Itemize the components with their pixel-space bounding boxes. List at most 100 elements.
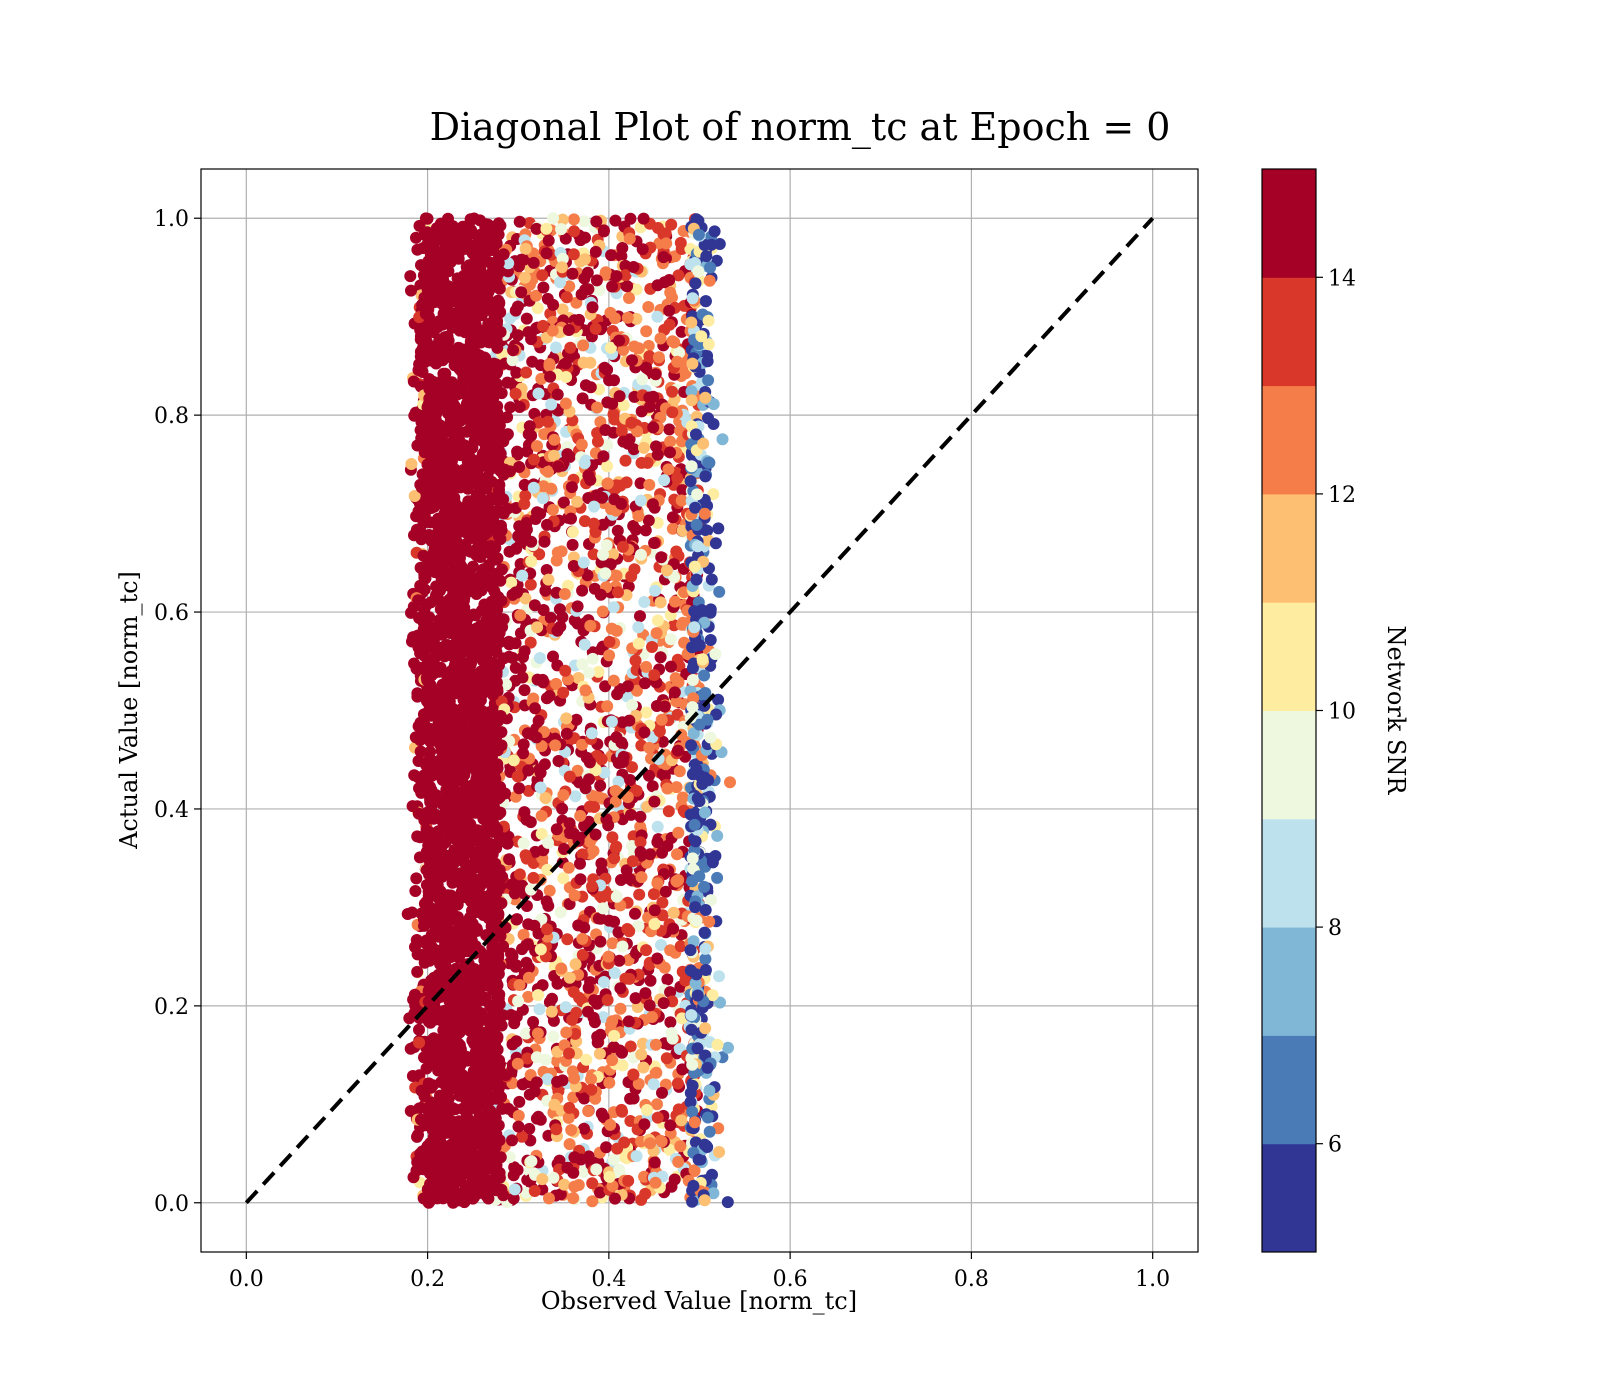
scatter-point <box>550 677 563 690</box>
scatter-point <box>537 319 549 332</box>
scatter-point <box>623 972 636 985</box>
scatter-point <box>509 304 522 317</box>
scatter-point <box>661 973 674 986</box>
scatter-point <box>674 940 687 953</box>
scatter-point <box>556 213 569 226</box>
scatter-point <box>534 359 547 372</box>
scatter-point <box>703 915 716 928</box>
scatter-point <box>584 356 597 369</box>
scatter-point <box>699 470 712 483</box>
scatter-point <box>596 518 609 531</box>
scatter-point <box>646 1011 658 1023</box>
scatter-point <box>591 435 604 448</box>
scatter-point <box>632 1077 645 1090</box>
scatter-point <box>513 1095 526 1108</box>
scatter-point <box>411 1130 423 1143</box>
scatter-point <box>503 1151 516 1164</box>
scatter-point <box>532 714 545 727</box>
scatter-point <box>569 1027 582 1040</box>
scatter-point <box>670 695 683 708</box>
scatter-point <box>469 806 482 819</box>
scatter-point <box>539 792 552 804</box>
scatter-point <box>530 1076 543 1089</box>
scatter-point <box>544 370 557 383</box>
scatter-point <box>686 357 699 370</box>
scatter-point <box>602 950 615 963</box>
scatter-point <box>699 964 712 976</box>
scatter-point <box>508 1183 521 1196</box>
scatter-point <box>535 827 548 840</box>
scatter-point <box>613 390 626 403</box>
scatter-point <box>627 443 640 456</box>
scatter-point <box>551 546 564 559</box>
scatter-point <box>623 292 635 304</box>
scatter-point <box>628 340 641 353</box>
scatter-point <box>576 738 588 751</box>
scatter-point <box>466 904 478 917</box>
scatter-point <box>664 286 677 299</box>
scatter-point <box>550 823 563 836</box>
scatter-point <box>506 950 519 963</box>
scatter-point <box>626 699 639 711</box>
scatter-point <box>685 394 698 407</box>
scatter-point <box>512 995 525 1008</box>
scatter-point <box>614 1002 627 1015</box>
scatter-point <box>648 904 661 917</box>
scatter-point <box>517 747 530 760</box>
scatter-point <box>630 1150 643 1163</box>
scatter-point <box>525 883 537 896</box>
scatter-point <box>543 358 556 370</box>
scatter-point <box>601 477 614 490</box>
scatter-point <box>636 373 649 386</box>
scatter-point <box>567 551 580 564</box>
scatter-point <box>662 463 675 476</box>
scatter-point <box>591 401 604 414</box>
scatter-point <box>655 551 668 564</box>
scatter-point <box>632 510 645 523</box>
scatter-point <box>594 588 607 601</box>
scatter-point <box>623 232 636 245</box>
scatter-point <box>658 474 671 487</box>
scatter-point <box>617 750 630 763</box>
scatter-point <box>643 999 656 1012</box>
scatter-point <box>691 540 704 553</box>
scatter-point <box>648 795 661 808</box>
scatter-point <box>512 1120 525 1133</box>
scatter-point <box>510 913 523 926</box>
scatter-point <box>610 840 623 853</box>
scatter-point <box>685 460 698 473</box>
scatter-point <box>448 512 461 525</box>
scatter-point <box>684 808 697 821</box>
scatter-point <box>507 754 520 767</box>
scatter-point <box>674 236 687 249</box>
scatter-point <box>612 775 625 788</box>
scatter-point <box>675 1114 688 1127</box>
scatter-point <box>643 391 656 404</box>
scatter-point <box>686 1195 699 1208</box>
scatter-point <box>631 425 644 438</box>
scatter-point <box>580 751 593 764</box>
scatter-point <box>509 387 522 400</box>
scatter-point <box>429 592 442 605</box>
scatter-point <box>617 399 630 412</box>
scatter-point <box>567 213 580 226</box>
scatter-point <box>557 872 570 885</box>
scatter-point <box>644 1137 657 1150</box>
scatter-point <box>699 687 712 699</box>
scatter-point <box>419 212 432 225</box>
scatter-point <box>666 406 679 419</box>
scatter-point <box>647 888 660 901</box>
scatter-point <box>659 885 672 898</box>
scatter-point <box>502 257 515 270</box>
scatter-point <box>587 1011 600 1024</box>
scatter-point <box>688 1116 701 1129</box>
scatter-point <box>597 976 610 988</box>
scatter-point <box>609 1192 621 1205</box>
scatter-point <box>513 782 526 795</box>
scatter-point <box>543 884 556 897</box>
scatter-point <box>650 627 663 640</box>
scatter-point <box>594 779 607 792</box>
scatter-point <box>608 915 621 928</box>
scatter-point <box>549 739 562 752</box>
scatter-point <box>490 553 503 566</box>
